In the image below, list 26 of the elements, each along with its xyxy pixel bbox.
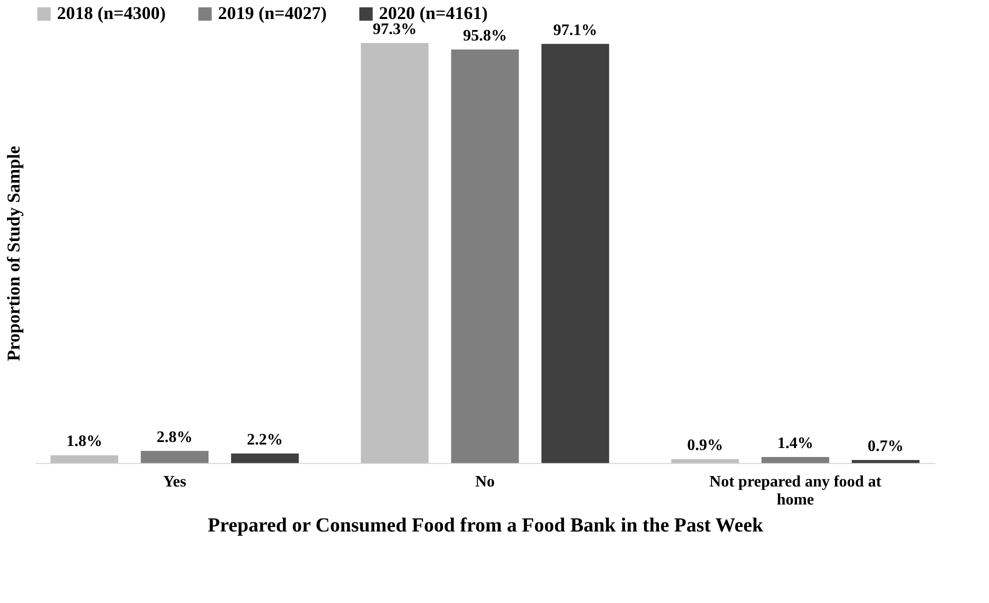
data-label: 2.2% xyxy=(246,432,283,449)
bar xyxy=(360,43,429,463)
bar xyxy=(852,460,920,463)
bar xyxy=(761,456,830,463)
x-tick-label: No xyxy=(475,474,495,490)
legend-label: 2020 (n=4161) xyxy=(379,3,488,23)
legend-label: 2018 (n=4300) xyxy=(57,3,166,23)
bar xyxy=(50,455,118,463)
data-label: 95.8% xyxy=(463,27,507,44)
legend-label: 2019 (n=4027) xyxy=(218,3,327,23)
y-axis-title: Proportion of Study Sample xyxy=(4,146,24,362)
data-label: 1.4% xyxy=(777,434,814,452)
bar xyxy=(231,454,299,463)
x-axis-title: Prepared or Consumed Food from a Food Bank in the Past Week xyxy=(208,514,764,536)
data-label: 97.3% xyxy=(372,21,417,38)
bar xyxy=(140,450,209,463)
x-tick-label: Not prepared any food at home xyxy=(709,474,882,508)
data-label: 0.7% xyxy=(868,438,904,455)
data-label: 97.1% xyxy=(553,22,598,39)
data-label: 2.8% xyxy=(156,428,193,446)
bar xyxy=(541,44,610,463)
data-label: 1.8% xyxy=(66,433,102,450)
data-label: 0.9% xyxy=(687,437,724,454)
bar xyxy=(671,459,739,463)
x-tick-label: Yes xyxy=(163,474,186,490)
bar xyxy=(451,49,519,463)
